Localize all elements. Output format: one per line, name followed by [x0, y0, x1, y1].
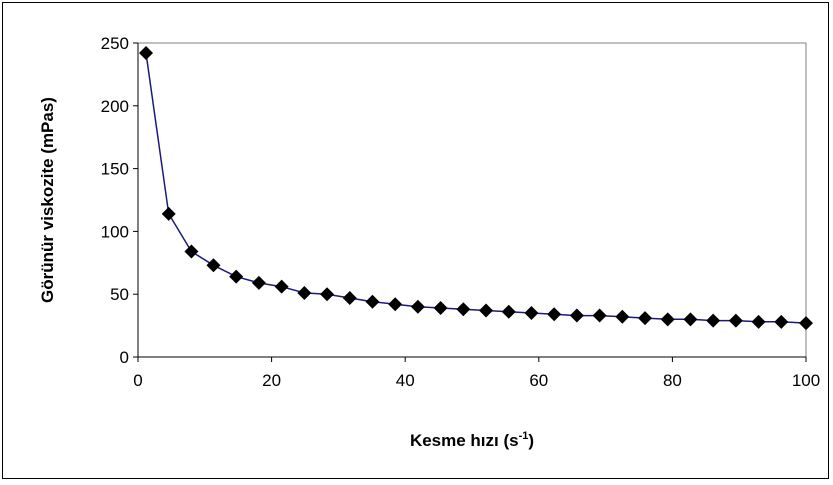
data-point-marker: [660, 312, 675, 327]
x-tick-label: 20: [262, 371, 281, 390]
y-tick-label: 100: [101, 222, 129, 241]
data-point-marker: [638, 311, 653, 326]
data-point-marker: [388, 297, 403, 312]
axes-layer: 0 50 100 150 200 250 0 20 40 60 80 100: [101, 34, 821, 390]
x-tick-label: 60: [529, 371, 548, 390]
data-point-marker: [365, 294, 380, 309]
y-tick-label: 250: [101, 34, 129, 53]
data-point-marker: [274, 279, 289, 294]
data-point-marker: [751, 314, 766, 329]
data-point-marker: [342, 290, 357, 305]
data-point-marker: [297, 285, 312, 300]
y-tick-label: 0: [120, 348, 129, 367]
y-tick-label: 50: [110, 285, 129, 304]
data-point-marker: [479, 303, 494, 318]
data-point-marker: [206, 258, 221, 273]
data-point-marker: [706, 313, 721, 328]
x-axis-title-superscript: -1: [519, 430, 529, 442]
data-point-marker: [524, 306, 539, 321]
data-point-marker: [161, 206, 176, 221]
data-point-marker: [728, 313, 743, 328]
y-tick-label: 150: [101, 160, 129, 179]
chart-frame: 0 50 100 150 200 250 0 20 40 60 80 100 Görünür visk…: [2, 2, 829, 479]
data-point-marker: [251, 275, 266, 290]
data-point-marker: [410, 299, 425, 314]
plot-area: [137, 42, 807, 358]
data-point-marker: [229, 269, 244, 284]
series-layer: [139, 46, 813, 331]
y-tick-label: 200: [101, 97, 129, 116]
data-point-marker: [320, 287, 335, 302]
x-axis-title: Kesme hızı (s-1): [410, 430, 534, 450]
data-point-marker: [547, 307, 562, 322]
data-point-marker: [799, 316, 813, 331]
data-point-marker: [501, 304, 516, 319]
x-axis-title-main: Kesme hızı (s: [410, 431, 519, 450]
data-point-marker: [592, 308, 607, 323]
x-axis-title-suffix: ): [528, 431, 534, 450]
viscosity-chart: 0 50 100 150 200 250 0 20 40 60 80 100 Görünür visk…: [38, 34, 821, 450]
data-point-marker: [433, 301, 448, 316]
x-tick-label: 100: [792, 371, 820, 390]
x-tick-label: 80: [663, 371, 682, 390]
y-axis-title: Görünür viskozite (mPas): [38, 97, 57, 303]
x-tick-label: 40: [396, 371, 415, 390]
data-point-marker: [184, 244, 199, 259]
data-point-marker: [683, 312, 698, 327]
data-point-marker: [456, 302, 471, 317]
data-point-marker: [774, 314, 789, 329]
data-point-marker: [139, 46, 154, 61]
x-tick-label: 0: [133, 371, 142, 390]
data-point-marker: [615, 309, 630, 324]
data-point-marker: [569, 308, 584, 323]
